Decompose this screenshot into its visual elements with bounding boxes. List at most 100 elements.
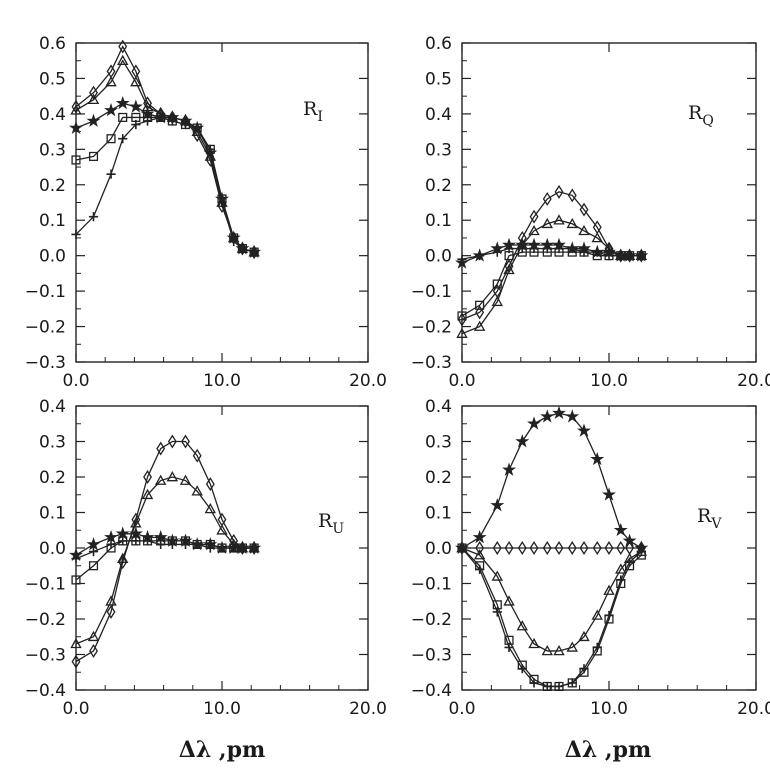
x-tick-label: 20.0: [737, 699, 770, 719]
y-tick-label: 0.2: [425, 176, 452, 196]
point-triangle: [105, 595, 117, 606]
series-line-square: [461, 547, 642, 688]
point-triangle: [87, 93, 100, 105]
x-tick-label: 0.0: [62, 371, 89, 391]
series-plus: [71, 112, 259, 257]
point-plus: [237, 243, 248, 254]
point-triangle: [553, 645, 565, 656]
y-tick-label: 0.0: [39, 539, 66, 559]
y-tick-label: 0.1: [39, 504, 66, 524]
point-plus: [604, 610, 614, 621]
point-plus: [118, 536, 128, 546]
point-plus: [592, 642, 602, 652]
point-diamond: [554, 184, 564, 199]
point-plus: [504, 642, 514, 652]
point-plus: [249, 543, 259, 553]
point-plus: [249, 247, 259, 257]
point-diamond: [517, 541, 527, 555]
point-diamond: [475, 305, 485, 320]
point-star: [104, 103, 119, 117]
point-plus: [604, 251, 614, 261]
panel-R_V: −0.4 −0.3 −0.2 −0.1 0.0 0.1 0.2 0.3 0.4 0.0 10.0 20…: [411, 397, 770, 719]
point-triangle: [117, 54, 129, 66]
point-plus: [616, 575, 626, 585]
point-diamond: [118, 39, 128, 54]
point-triangle: [541, 217, 553, 229]
y-tick-label: 0.6: [39, 34, 66, 54]
y-tick-label: 0.2: [39, 176, 66, 196]
point-star: [602, 487, 616, 501]
point-diamond: [529, 209, 539, 224]
point-plus: [504, 243, 514, 254]
point-triangle: [179, 474, 192, 485]
panel-label-sub: I: [317, 109, 323, 125]
point-diamond: [579, 541, 589, 555]
point-star: [69, 120, 83, 134]
point-star: [490, 498, 505, 512]
point-diamond: [567, 541, 577, 555]
point-plus: [229, 236, 239, 247]
x-tick-label: 0.0: [448, 699, 475, 719]
point-plus: [167, 539, 177, 550]
point-plus: [237, 543, 248, 553]
point-diamond: [504, 541, 514, 555]
point-plus: [88, 546, 99, 557]
point-diamond: [542, 191, 552, 206]
point-diamond: [205, 477, 215, 492]
point-diamond: [554, 541, 564, 555]
point-triangle: [615, 563, 627, 574]
x-tick-label: 10.0: [203, 699, 241, 719]
y-tick-label: −0.1: [411, 575, 452, 595]
point-diamond: [492, 541, 502, 555]
y-tick-label: 0.3: [39, 140, 66, 160]
y-tick-label: −0.2: [25, 610, 66, 630]
point-diamond: [156, 441, 166, 456]
y-tick-label: −0.4: [25, 681, 66, 701]
point-plus: [636, 546, 646, 557]
panel-label-sub: V: [710, 516, 722, 532]
point-square: [71, 155, 81, 165]
series-triangle: [456, 542, 648, 656]
series-star: [455, 405, 649, 554]
point-plus: [106, 169, 116, 179]
series-triangle: [70, 471, 260, 649]
series-triangle: [456, 214, 648, 338]
series-square: [457, 543, 646, 692]
point-triangle: [541, 645, 553, 656]
x-tick-label: 10.0: [203, 371, 241, 391]
point-triangle: [503, 263, 515, 275]
series-plus: [457, 543, 646, 692]
series-square: [457, 247, 646, 321]
y-tick-label: 0.4: [39, 105, 66, 125]
point-plus: [554, 681, 564, 692]
point-triangle: [491, 295, 503, 307]
point-star: [527, 416, 541, 430]
series-line-triangle: [75, 59, 255, 253]
point-plus: [636, 251, 646, 261]
y-tick-label: 0.1: [425, 504, 452, 524]
point-triangle: [70, 104, 82, 115]
point-plus: [71, 229, 81, 239]
point-diamond: [118, 555, 128, 570]
point-diamond: [106, 604, 116, 619]
point-plus: [167, 116, 177, 126]
point-triangle: [603, 584, 615, 595]
x-tick-label: 0.0: [448, 371, 475, 391]
panel-R_Q: −0.3 −0.2 −0.1 0.0 0.1 0.2 0.3 0.4 0.5 0.6 0.0 10.0…: [411, 34, 770, 391]
point-triangle: [578, 630, 590, 642]
y-tick-label: −0.3: [411, 646, 452, 666]
point-star: [565, 409, 580, 423]
y-tick-label: −0.1: [411, 282, 452, 302]
series-line-square: [461, 251, 642, 317]
point-plus: [217, 197, 227, 208]
point-triangle: [473, 549, 486, 560]
series-square: [71, 112, 259, 257]
series-diamond: [457, 541, 646, 555]
point-star: [515, 434, 530, 448]
point-triangle: [105, 76, 117, 87]
point-star: [115, 95, 130, 110]
panel-R_I: −0.3 −0.2 −0.1 0.0 0.1 0.2 0.3 0.4 0.5 0.6 0.0 10.0…: [25, 34, 387, 391]
series-plus: [457, 243, 646, 264]
panel-label-sub: Q: [702, 113, 713, 129]
y-tick-label: 0.3: [39, 433, 66, 453]
